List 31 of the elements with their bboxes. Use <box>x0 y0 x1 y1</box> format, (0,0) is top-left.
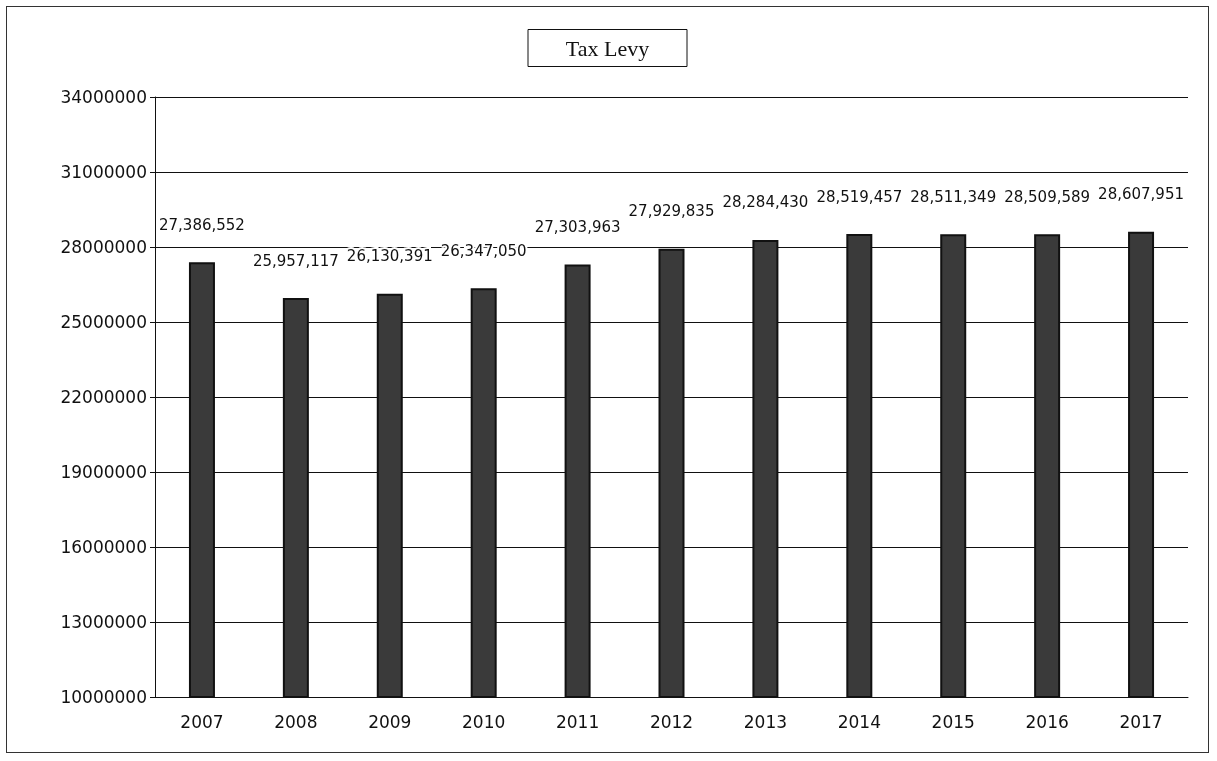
x-tick-label: 2014 <box>837 711 881 732</box>
x-tick-label: 2009 <box>368 711 412 732</box>
x-tick-label: 2007 <box>180 711 224 732</box>
y-tick-label: 31000000 <box>60 162 147 182</box>
y-tick-label: 16000000 <box>60 537 147 557</box>
data-label: 27,303,963 <box>534 217 621 236</box>
x-tick-label: 2015 <box>931 711 975 732</box>
y-tick-label: 25000000 <box>60 312 147 332</box>
data-label: 27,386,552 <box>159 215 245 234</box>
data-label: 28,284,430 <box>722 193 809 212</box>
data-label: 27,929,835 <box>628 202 715 221</box>
data-label: 28,607,951 <box>1098 185 1184 204</box>
x-tick-label: 2012 <box>649 711 694 732</box>
chart-title: Tax Levy <box>565 35 650 61</box>
data-label: 25,957,117 <box>252 251 339 270</box>
data-label: 28,519,457 <box>816 187 903 206</box>
data-label: 28,511,349 <box>910 187 997 206</box>
y-tick-label: 22000000 <box>60 387 147 407</box>
y-tick-label: 10000000 <box>60 687 147 707</box>
y-tick-label: 28000000 <box>60 237 147 257</box>
x-tick-label: 2017 <box>1119 711 1163 732</box>
x-tick-label: 2016 <box>1025 711 1069 732</box>
x-tick-label: 2013 <box>743 711 788 732</box>
data-label: 26,130,391 <box>346 247 433 266</box>
y-tick-label: 13000000 <box>60 612 147 632</box>
y-tick-label: 19000000 <box>60 462 147 482</box>
x-tick-label: 2008 <box>274 711 318 732</box>
x-tick-label: 2010 <box>462 711 506 732</box>
y-tick-label: 34000000 <box>60 87 147 107</box>
data-label: 28,509,589 <box>1004 187 1091 206</box>
x-tick-label: 2011 <box>555 711 600 732</box>
